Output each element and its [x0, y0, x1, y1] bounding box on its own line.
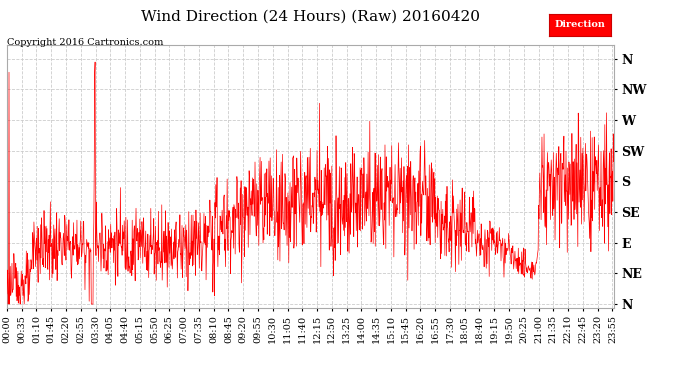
Text: Copyright 2016 Cartronics.com: Copyright 2016 Cartronics.com	[7, 38, 164, 47]
Text: Wind Direction (24 Hours) (Raw) 20160420: Wind Direction (24 Hours) (Raw) 20160420	[141, 9, 480, 23]
Text: Direction: Direction	[554, 20, 605, 29]
